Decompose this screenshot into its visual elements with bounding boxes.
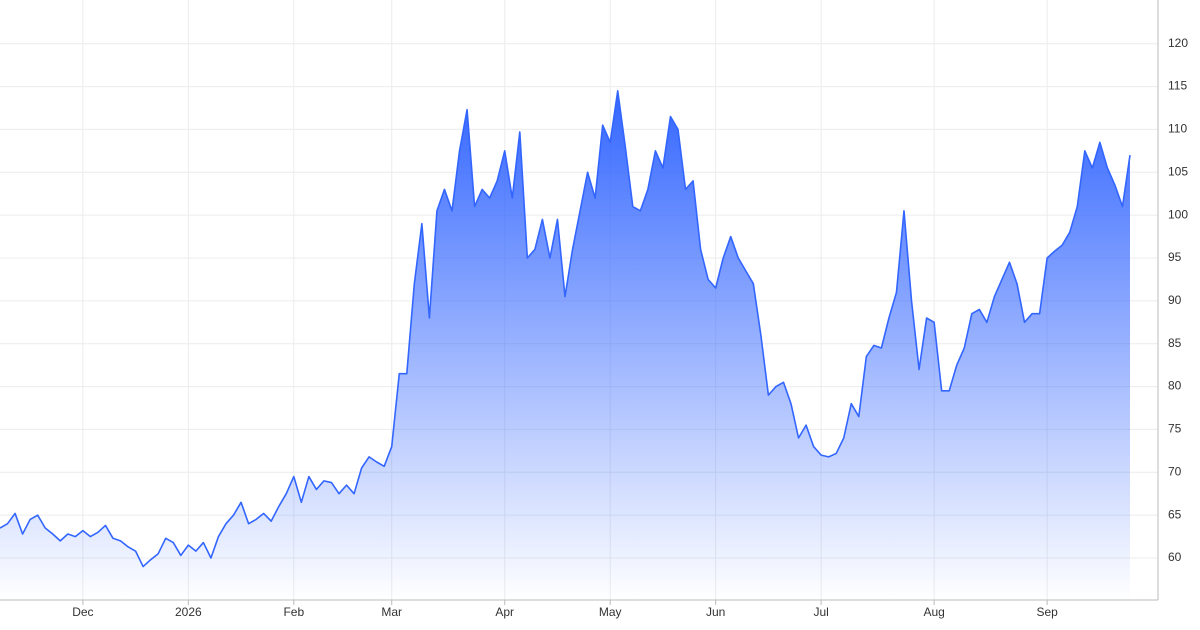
- y-tick-label: 70: [1168, 464, 1182, 478]
- area-fill: [0, 90, 1130, 601]
- y-tick-label: 105: [1168, 164, 1188, 178]
- y-tick-label: 90: [1168, 293, 1182, 307]
- x-tick-label: Aug: [923, 605, 944, 619]
- x-tick-label: Feb: [283, 605, 304, 619]
- y-tick-label: 95: [1168, 250, 1182, 264]
- y-tick-label: 65: [1168, 507, 1182, 521]
- x-tick-label: Jun: [706, 605, 725, 619]
- y-tick-label: 110: [1168, 122, 1187, 136]
- x-tick-label: Apr: [495, 605, 514, 619]
- y-tick-label: 120: [1168, 36, 1188, 50]
- x-tick-label: 2026: [175, 605, 202, 619]
- y-tick-label: 80: [1168, 379, 1182, 393]
- line: [0, 90, 1131, 568]
- x-tick-label: Mar: [381, 605, 402, 619]
- y-tick-label: 115: [1168, 79, 1187, 93]
- x-tick-label: Jul: [813, 605, 828, 619]
- y-tick-label: 85: [1168, 336, 1182, 350]
- x-tick-label: Dec: [72, 605, 93, 619]
- y-tick-label: 60: [1168, 550, 1182, 564]
- x-tick-label: May: [599, 605, 622, 619]
- y-tick-label: 75: [1168, 422, 1182, 436]
- y-tick-label: 100: [1168, 207, 1188, 221]
- x-tick-label: Sep: [1036, 605, 1058, 619]
